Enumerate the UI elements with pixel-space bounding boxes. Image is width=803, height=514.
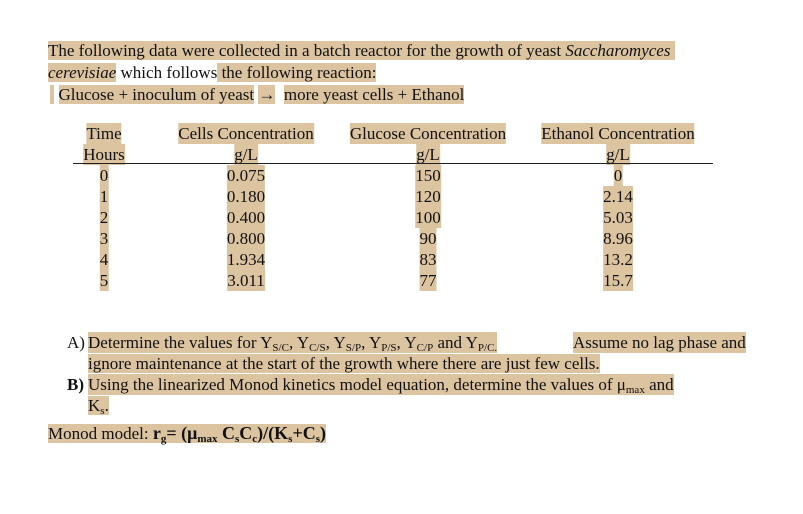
question-a-text-3: ignore maintenance at the start of the g… bbox=[88, 354, 600, 373]
table-cell-cells: 0.800 bbox=[226, 228, 266, 249]
table-cell-ethanol: 0 bbox=[613, 165, 623, 186]
arrow-icon: → bbox=[258, 85, 276, 104]
intro-text-2b: the following reaction: bbox=[217, 63, 377, 82]
question-b-and: and bbox=[644, 375, 674, 394]
ks-period: . bbox=[104, 396, 109, 415]
header-time-unit: Hours bbox=[83, 144, 125, 165]
monod-label: Monod model: bbox=[48, 424, 153, 443]
table-cell-cells: 0.400 bbox=[226, 207, 266, 228]
table-cell-ethanol: 2.14 bbox=[603, 186, 633, 207]
table-cell-time: 3 bbox=[99, 228, 109, 249]
header-glucose-unit: g/L bbox=[416, 144, 440, 165]
yield-coefficient: YP/S, bbox=[368, 333, 405, 354]
question-b-text: Using the linearized Monod kinetics mode… bbox=[88, 375, 617, 394]
table-cell-time: 2 bbox=[99, 207, 109, 228]
ks-symbol: K bbox=[88, 396, 101, 415]
yield-coefficient: YC/S, bbox=[296, 333, 334, 354]
table-cell-time: 1 bbox=[99, 186, 109, 207]
table-cell-ethanol: 13.2 bbox=[603, 249, 633, 270]
table-cell-glucose: 77 bbox=[419, 270, 437, 291]
yield-list: YS/C, YC/S, YS/P, YP/S, YC/P and YP/C. bbox=[260, 333, 498, 354]
yield-coefficient: YP/C. bbox=[465, 333, 498, 354]
table-cell-glucose: 100 bbox=[415, 207, 441, 228]
table-cell-time: 4 bbox=[99, 249, 109, 270]
question-b-label: B) bbox=[67, 375, 84, 394]
table-cell-glucose: 120 bbox=[415, 186, 441, 207]
question-a-text-2: Assume no lag phase and bbox=[573, 332, 746, 353]
table-cell-cells: 3.011 bbox=[227, 270, 265, 291]
reaction-line: Glucose + inoculum of yeast → more yeast… bbox=[50, 84, 465, 105]
yield-coefficient: YC/P and bbox=[404, 333, 466, 354]
table-cell-time: 0 bbox=[99, 165, 109, 186]
table-cell-ethanol: 15.7 bbox=[603, 270, 633, 291]
table-cell-glucose: 83 bbox=[419, 249, 437, 270]
question-b-line-1: B) Using the linearized Monod kinetics m… bbox=[67, 374, 674, 396]
question-a-line-1: A) Determine the values for YS/C, YC/S, … bbox=[67, 332, 746, 354]
table-cell-ethanol: 5.03 bbox=[603, 207, 633, 228]
header-time-title: Time bbox=[86, 123, 122, 144]
monod-equation: rg= (μmax CsCc)/(Ks+Cs) bbox=[152, 423, 326, 445]
question-a-label: A) bbox=[67, 333, 85, 352]
intro-line-1: The following data were collected in a b… bbox=[48, 40, 675, 61]
header-cells-title: Cells Concentration bbox=[178, 123, 314, 144]
yield-coefficient: YS/P, bbox=[333, 333, 369, 354]
table-cell-ethanol: 8.96 bbox=[603, 228, 633, 249]
table-cell-glucose: 90 bbox=[419, 228, 437, 249]
yield-coefficient: YS/C, bbox=[260, 333, 297, 354]
table-cell-glucose: 150 bbox=[415, 165, 441, 186]
question-a-text: Determine the values for bbox=[88, 333, 261, 352]
mu-subscript: max bbox=[625, 384, 645, 396]
intro-text-2a: which follows bbox=[116, 63, 218, 82]
header-ethanol-unit: g/L bbox=[606, 144, 630, 165]
table-cell-cells: 0.180 bbox=[226, 186, 266, 207]
reaction-reactants: Glucose + inoculum of yeast bbox=[58, 85, 255, 104]
table-header-rule bbox=[73, 163, 713, 164]
mu-symbol: μ bbox=[616, 375, 626, 394]
intro-line-2: cerevisiae which follows the following r… bbox=[48, 62, 377, 83]
header-glucose-title: Glucose Concentration bbox=[349, 123, 507, 144]
question-a-line-2: ignore maintenance at the start of the g… bbox=[88, 353, 600, 374]
table-cell-time: 5 bbox=[99, 270, 109, 291]
reaction-products: more yeast cells + Ethanol bbox=[283, 85, 465, 104]
species-epithet: cerevisiae bbox=[48, 63, 117, 82]
ks-subscript: s bbox=[100, 405, 105, 417]
question-b-line-2: Ks. bbox=[88, 395, 109, 417]
header-ethanol-title: Ethanol Concentration bbox=[541, 123, 695, 144]
table-cell-cells: 0.075 bbox=[226, 165, 266, 186]
header-cells-unit: g/L bbox=[234, 144, 258, 165]
intro-text: The following data were collected in a b… bbox=[48, 41, 566, 60]
monod-model-line: Monod model: rg= (μmax CsCc)/(Ks+Cs) bbox=[48, 423, 326, 445]
species-genus: Saccharomyces bbox=[565, 41, 671, 60]
table-cell-cells: 1.934 bbox=[226, 249, 266, 270]
